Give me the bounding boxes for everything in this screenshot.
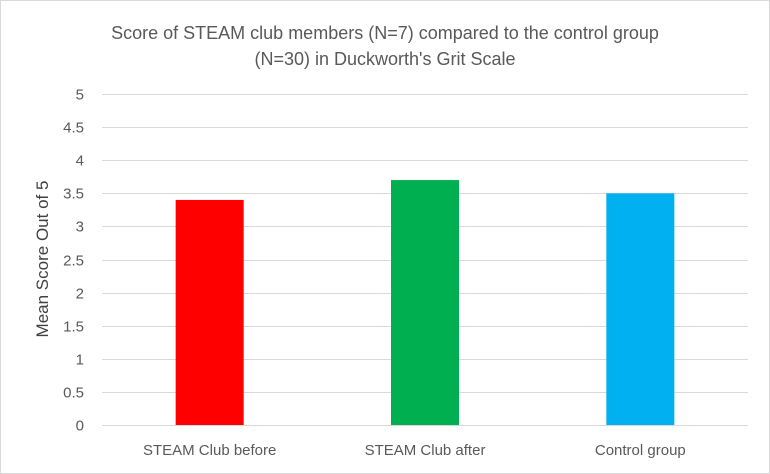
x-tick-label: STEAM Club after xyxy=(365,442,486,459)
y-tick-label: 1.5 xyxy=(63,319,84,336)
y-tick-label: 3 xyxy=(76,219,84,236)
bar-steam-club-after xyxy=(391,180,459,425)
y-axis-title: Mean Score Out of 5 xyxy=(33,181,52,338)
bars xyxy=(175,180,675,425)
y-tick-label: 2.5 xyxy=(63,253,84,270)
y-tick-label: 2 xyxy=(76,286,84,303)
bar-control-group xyxy=(606,193,675,425)
y-tick-label: 4 xyxy=(76,153,84,170)
chart-title: Score of STEAM club members (N=7) compar… xyxy=(0,20,770,72)
x-axis-tick-labels: STEAM Club before STEAM Club after Control… xyxy=(143,442,686,459)
y-tick-label: 0.5 xyxy=(63,385,84,402)
bar-steam-club-before xyxy=(175,199,244,425)
chart-title-line-2: (N=30) in Duckworth's Grit Scale xyxy=(254,49,516,69)
x-tick-label: Control group xyxy=(595,442,686,459)
y-tick-label: 1 xyxy=(76,352,84,369)
y-tick-label: 5 xyxy=(76,87,84,104)
y-tick-label: 4.5 xyxy=(63,120,84,137)
y-tick-label: 0 xyxy=(76,418,84,435)
x-tick-label: STEAM Club before xyxy=(143,442,276,459)
chart-title-line-1: Score of STEAM club members (N=7) compar… xyxy=(111,23,659,43)
y-tick-label: 3.5 xyxy=(63,186,84,203)
y-axis-tick-labels: 0 0.5 1 1.5 2 2.5 3 3.5 4 4.5 5 xyxy=(63,87,84,435)
